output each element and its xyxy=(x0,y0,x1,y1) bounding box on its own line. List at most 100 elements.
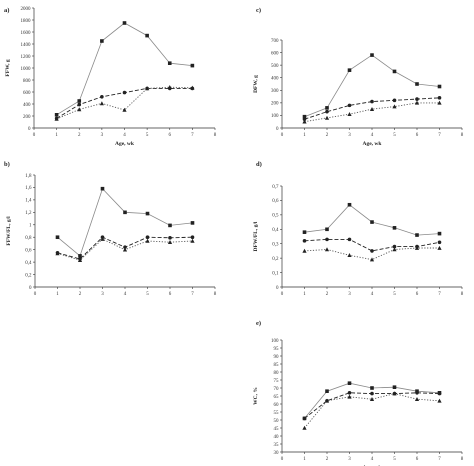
y-axis-label: FFW, g xyxy=(5,59,11,76)
y-axis-label: FFW/FL, g/l xyxy=(6,216,12,246)
panel-label: c) xyxy=(256,7,261,14)
y-tick-label: 0,4 xyxy=(25,261,32,266)
y-tick-label: 0,2 xyxy=(25,273,32,278)
x-tick-label: 0 xyxy=(34,292,37,297)
y-tick-label: 45 xyxy=(274,427,280,432)
y-tick-label: 2000 xyxy=(21,7,32,12)
y-tick-label: 0 xyxy=(276,127,279,132)
y-tick-label: 30 xyxy=(274,451,280,456)
chart-panel-b: b) 0 0,2 0,4 0,6 0,8 1 1,2 1,4 1,6 1,8 0 1 2 3 4 5 6 7 8 FFW… xyxy=(4,161,217,297)
x-tick-label: 4 xyxy=(123,133,126,138)
data-point-series-3 xyxy=(347,111,352,116)
y-tick-label: 50 xyxy=(274,419,280,424)
y-axis-label: DFW/FL, g/l xyxy=(253,221,259,251)
x-tick-label: 0 xyxy=(281,457,284,462)
y-tick-label: 0,2 xyxy=(272,257,279,262)
data-point-series-3 xyxy=(77,258,83,263)
data-point-series-1 xyxy=(392,69,397,74)
data-point-series-3 xyxy=(167,240,173,244)
data-point-series-3 xyxy=(324,247,330,252)
data-point-series-2 xyxy=(302,416,307,421)
data-point-series-3 xyxy=(302,119,307,124)
y-tick-label: 1200 xyxy=(21,55,32,60)
data-point-series-1 xyxy=(347,68,352,72)
y-tick-label: 1800 xyxy=(21,19,32,24)
data-point-series-3 xyxy=(437,398,442,403)
y-tick-label: 55 xyxy=(274,411,280,416)
data-point-series-1 xyxy=(437,231,442,236)
data-point-series-3 xyxy=(392,247,397,252)
data-point-series-1 xyxy=(100,186,105,191)
data-point-series-2 xyxy=(77,102,82,107)
y-tick-label: 75 xyxy=(274,379,280,384)
x-tick-label: 8 xyxy=(461,133,464,138)
data-point-series-2 xyxy=(370,391,374,396)
y-tick-label: 80 xyxy=(274,371,280,376)
y-tick-label: 1600 xyxy=(21,31,32,36)
series-line-1 xyxy=(56,22,193,116)
data-point-series-3 xyxy=(414,245,420,250)
chart-panel-c: c) 0 100 200 300 400 500 600 700 0 1 2 3 4 5 6 7 8 Age, wk… xyxy=(253,7,464,147)
y-tick-label: 500 xyxy=(271,64,279,69)
data-point-series-1 xyxy=(190,63,195,68)
x-tick-label: 6 xyxy=(416,133,419,138)
data-point-series-1 xyxy=(370,53,374,57)
data-point-series-2 xyxy=(325,109,329,114)
x-tick-label: 7 xyxy=(438,457,441,462)
x-tick-label: 1 xyxy=(55,133,58,138)
x-tick-label: 5 xyxy=(393,133,396,138)
y-tick-label: 95 xyxy=(274,347,280,352)
y-tick-label: 100 xyxy=(271,339,279,344)
data-point-series-3 xyxy=(392,391,397,396)
chart-panel-a: a) 0 200 400 600 800 1000 1200 1400 1600 1800 2000 0… xyxy=(4,7,217,147)
y-tick-label: 1,4 xyxy=(25,199,32,204)
data-point-series-1 xyxy=(415,82,419,86)
data-point-series-3 xyxy=(414,100,420,105)
x-axis-label: Age, wk xyxy=(363,141,383,147)
data-point-series-3 xyxy=(122,107,127,112)
y-tick-label: 85 xyxy=(274,363,280,368)
y-tick-label: 0 xyxy=(276,286,279,291)
data-point-series-3 xyxy=(77,107,82,112)
data-point-series-1 xyxy=(325,106,329,110)
data-point-series-2 xyxy=(100,95,104,99)
y-tick-label: 40 xyxy=(274,435,280,440)
x-tick-label: 1 xyxy=(56,292,59,297)
data-point-series-1 xyxy=(55,235,60,240)
series-line-1 xyxy=(304,204,440,236)
data-point-series-3 xyxy=(100,236,105,241)
data-point-series-3 xyxy=(437,100,442,105)
x-tick-label: 6 xyxy=(169,292,172,297)
data-point-series-2 xyxy=(122,90,127,95)
y-tick-label: 1,6 xyxy=(25,186,32,191)
data-point-series-3 xyxy=(324,398,330,403)
data-point-series-3 xyxy=(54,116,59,121)
panel-label: e) xyxy=(256,320,261,327)
panel-label: b) xyxy=(4,161,10,168)
data-point-series-1 xyxy=(325,389,329,393)
y-tick-label: 1000 xyxy=(21,67,32,72)
x-tick-label: 4 xyxy=(124,292,127,297)
y-tick-label: 700 xyxy=(271,39,279,44)
data-point-series-2 xyxy=(190,235,195,240)
data-point-series-2 xyxy=(347,237,352,242)
data-point-series-2 xyxy=(370,99,374,104)
data-point-series-1 xyxy=(415,233,419,237)
data-point-series-2 xyxy=(347,391,352,395)
x-tick-label: 2 xyxy=(78,133,81,138)
data-point-series-3 xyxy=(99,101,104,106)
data-point-series-1 xyxy=(325,227,329,232)
y-tick-label: 800 xyxy=(23,79,31,84)
y-axis-label: WC, % xyxy=(253,387,259,405)
data-point-series-3 xyxy=(369,397,375,401)
y-axis-label: DFW, g xyxy=(253,75,259,93)
data-point-series-2 xyxy=(325,237,329,242)
data-point-series-3 xyxy=(324,115,330,120)
y-tick-label: 0,4 xyxy=(272,228,279,233)
x-tick-label: 0 xyxy=(33,133,36,138)
y-tick-label: 0 xyxy=(29,286,32,291)
panel-label: a) xyxy=(4,7,9,14)
data-point-series-3 xyxy=(437,245,442,250)
